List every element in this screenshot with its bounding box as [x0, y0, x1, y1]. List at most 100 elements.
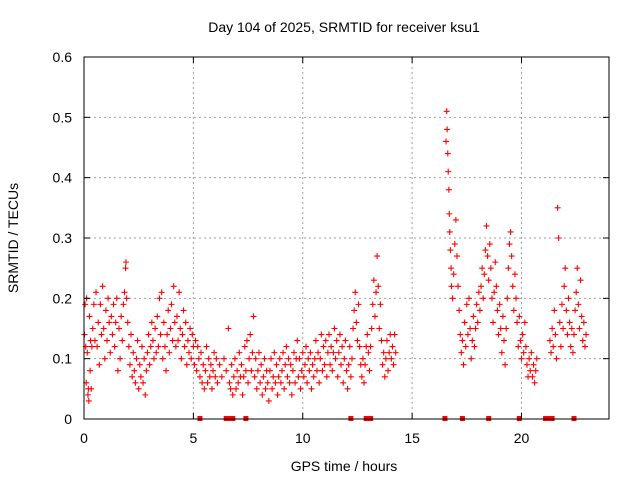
- data-point: [518, 355, 525, 362]
- data-point: [275, 373, 282, 380]
- data-point: [476, 307, 483, 314]
- data-point: [253, 385, 260, 392]
- data-point: [463, 301, 470, 308]
- data-point: [284, 373, 291, 380]
- data-point: [145, 331, 152, 338]
- data-point: [229, 391, 236, 398]
- data-point: [491, 289, 498, 296]
- data-point: [513, 295, 520, 302]
- data-point: [322, 337, 329, 344]
- data-point: [531, 379, 538, 386]
- data-point: [297, 385, 304, 392]
- data-point: [335, 349, 342, 356]
- data-point: [583, 331, 590, 338]
- data-point: [389, 343, 396, 350]
- data-point: [478, 283, 485, 290]
- data-point: [288, 391, 295, 398]
- data-point: [166, 349, 173, 356]
- data-point: [369, 301, 376, 308]
- data-point: [506, 241, 513, 248]
- x-axis-ticks: 0 5 10 15 20: [80, 57, 529, 446]
- data-point: [391, 331, 398, 338]
- data-point: [366, 367, 373, 374]
- data-point: [446, 228, 453, 235]
- data-point: [110, 301, 117, 308]
- data-point: [448, 265, 455, 272]
- x-tick-label: 15: [404, 430, 420, 446]
- data-point: [157, 331, 164, 338]
- data-point: [84, 391, 91, 398]
- data-point: [323, 373, 330, 380]
- data-point: [499, 313, 506, 320]
- data-point: [551, 307, 558, 314]
- data-point: [303, 343, 310, 350]
- data-point: [128, 331, 135, 338]
- data-point: [268, 355, 275, 362]
- data-point: [273, 361, 280, 368]
- data-point: [260, 373, 267, 380]
- data-point: [390, 361, 397, 368]
- data-point: [246, 355, 253, 362]
- data-point: [169, 337, 176, 344]
- data-point: [556, 319, 563, 326]
- data-point: [97, 301, 104, 308]
- data-point: [160, 319, 167, 326]
- data-point: [392, 349, 399, 356]
- data-point: [114, 367, 121, 374]
- data-point: [501, 337, 507, 344]
- data-point: [292, 379, 299, 386]
- data-point: [178, 355, 185, 362]
- data-point: [355, 301, 362, 308]
- data-point: [87, 367, 94, 374]
- data-point: [485, 277, 492, 284]
- data-point: [493, 283, 500, 290]
- data-point: [307, 349, 314, 356]
- data-point: [281, 385, 288, 392]
- data-point: [505, 265, 512, 272]
- data-point: [256, 349, 262, 356]
- data-point: [445, 168, 452, 175]
- data-point: [504, 295, 511, 302]
- data-point: [565, 295, 572, 302]
- data-point: [320, 343, 327, 350]
- data-point: [264, 379, 271, 386]
- data-point: [206, 373, 213, 380]
- data-point: [228, 361, 235, 368]
- data-point: [352, 289, 359, 296]
- data-point: [378, 337, 385, 344]
- data-point: [483, 222, 490, 229]
- data-point: [496, 301, 503, 308]
- data-point: [558, 301, 565, 308]
- data-point: [347, 373, 354, 380]
- data-point: [141, 355, 148, 362]
- chart-title: Day 104 of 2025, SRMTID for receiver ksu…: [208, 19, 480, 35]
- data-point: [295, 373, 302, 380]
- data-point: [374, 253, 381, 260]
- data-point: [149, 337, 156, 344]
- data-point: [294, 337, 301, 344]
- data-point: [521, 319, 528, 326]
- data-point: [516, 313, 523, 320]
- data-point: [221, 355, 227, 362]
- data-point: [382, 355, 389, 362]
- data-point: [86, 313, 93, 320]
- data-point: [250, 313, 257, 320]
- data-point: [328, 343, 335, 350]
- data-point: [564, 331, 571, 338]
- data-point: [341, 355, 348, 362]
- data-point: [216, 361, 223, 368]
- data-point: [450, 271, 457, 278]
- data-point: [484, 253, 491, 260]
- data-point: [243, 337, 250, 344]
- data-point: [298, 367, 305, 374]
- data-point: [508, 253, 515, 260]
- data-point: [445, 186, 452, 193]
- data-point: [262, 385, 269, 392]
- x-tick-label: 10: [295, 430, 311, 446]
- data-point: [84, 349, 91, 356]
- data-point: [312, 337, 319, 344]
- data-point: [249, 349, 256, 356]
- y-axis-ticks: 0 0.1 0.2 0.3 0.4 0.5 0.6: [53, 49, 609, 427]
- data-point: [161, 343, 168, 350]
- data-point: [182, 319, 189, 326]
